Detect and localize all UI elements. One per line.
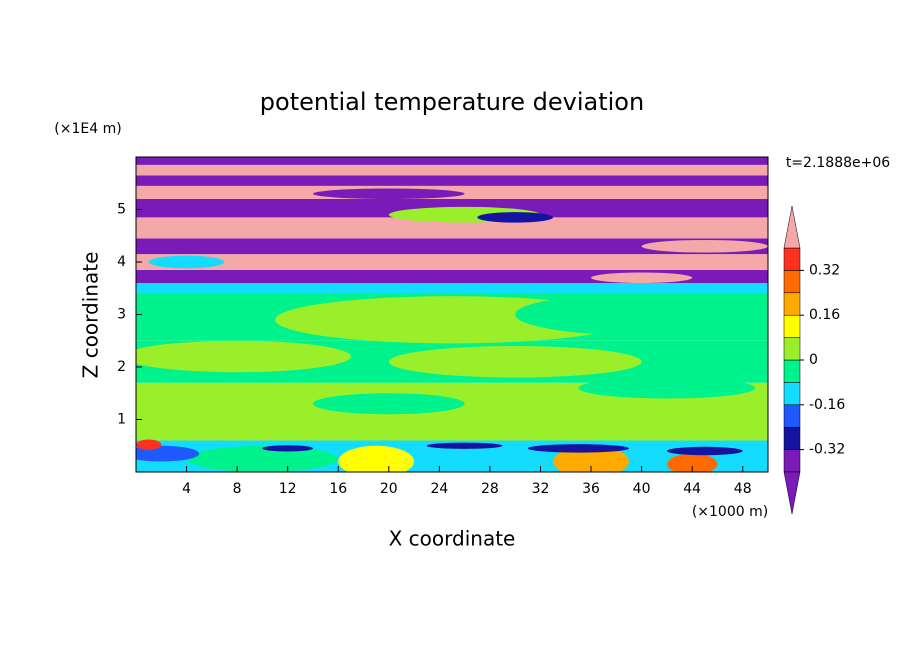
y-tick-label: 1 bbox=[117, 412, 126, 428]
colorbar-box bbox=[783, 292, 801, 316]
contour-patch bbox=[388, 346, 642, 378]
contour-patch bbox=[148, 255, 225, 269]
contour-patch bbox=[186, 445, 339, 472]
contour-patch bbox=[666, 446, 743, 456]
contour-patch bbox=[136, 157, 768, 165]
y-tick-label: 4 bbox=[117, 254, 126, 270]
x-tick-label: 48 bbox=[734, 481, 752, 497]
colorbar-box bbox=[783, 247, 801, 271]
contour-patch bbox=[591, 272, 693, 283]
y-tick-label: 3 bbox=[117, 307, 126, 323]
x-tick-label: 8 bbox=[233, 481, 242, 497]
x-tick-label: 16 bbox=[329, 481, 347, 497]
contour-patch bbox=[426, 442, 503, 449]
contour-patch bbox=[136, 238, 768, 255]
contour-field bbox=[136, 157, 768, 472]
contour-patch bbox=[515, 293, 768, 336]
contour-patch bbox=[578, 377, 756, 399]
contour-patch bbox=[136, 217, 768, 239]
x-tick-label: 24 bbox=[430, 481, 448, 497]
contour-patch bbox=[312, 188, 465, 199]
colorbar-box bbox=[783, 404, 801, 428]
colorbar-tick-label: -0.32 bbox=[809, 442, 845, 458]
colorbar-over bbox=[783, 205, 801, 249]
colorbar-tick-label: -0.16 bbox=[809, 397, 845, 413]
y-unit: (×1E4 m) bbox=[54, 121, 121, 137]
x-tick-label: 12 bbox=[279, 481, 297, 497]
colorbar-box bbox=[783, 382, 801, 406]
contour-patch bbox=[477, 212, 554, 223]
x-tick-label: 44 bbox=[683, 481, 701, 497]
x-tick-label: 20 bbox=[380, 481, 398, 497]
x-tick-label: 4 bbox=[182, 481, 191, 497]
colorbar-box bbox=[783, 359, 801, 383]
contour-patch bbox=[312, 393, 465, 415]
y-tick-label: 5 bbox=[117, 202, 126, 218]
contour-patch bbox=[338, 445, 415, 472]
time-annotation: t=2.1888e+06 bbox=[786, 155, 890, 171]
y-axis-label: Z coordinate bbox=[79, 252, 103, 379]
colorbar-box bbox=[783, 337, 801, 361]
colorbar-tick-label: 0.32 bbox=[809, 262, 840, 278]
contour-patch bbox=[666, 453, 718, 472]
contour-patch bbox=[641, 239, 768, 253]
x-tick-label: 40 bbox=[633, 481, 651, 497]
x-unit: (×1000 m) bbox=[692, 504, 768, 520]
chart-title: potential temperature deviation bbox=[260, 88, 644, 116]
x-axis-label: X coordinate bbox=[389, 527, 516, 551]
contour-patch bbox=[136, 164, 768, 176]
colorbar-box bbox=[783, 270, 801, 294]
colorbar-box bbox=[783, 314, 801, 338]
x-tick-label: 36 bbox=[582, 481, 600, 497]
contour-patch bbox=[136, 254, 768, 270]
colorbar-tick-label: 0.16 bbox=[809, 307, 840, 323]
y-tick-label: 2 bbox=[117, 359, 126, 375]
contour-patch bbox=[262, 445, 313, 452]
contour-patch bbox=[136, 175, 768, 186]
colorbar-box bbox=[783, 449, 801, 473]
x-tick-label: 32 bbox=[532, 481, 550, 497]
contour-patch bbox=[136, 445, 200, 462]
colorbar-under bbox=[783, 471, 801, 515]
colorbar-box bbox=[783, 426, 801, 450]
contour-patch bbox=[527, 444, 629, 453]
contour-patch bbox=[136, 340, 351, 373]
contour-patch bbox=[136, 283, 768, 294]
colorbar-tick-label: 0 bbox=[809, 352, 818, 368]
x-tick-label: 28 bbox=[481, 481, 499, 497]
contour-patch bbox=[136, 439, 162, 450]
